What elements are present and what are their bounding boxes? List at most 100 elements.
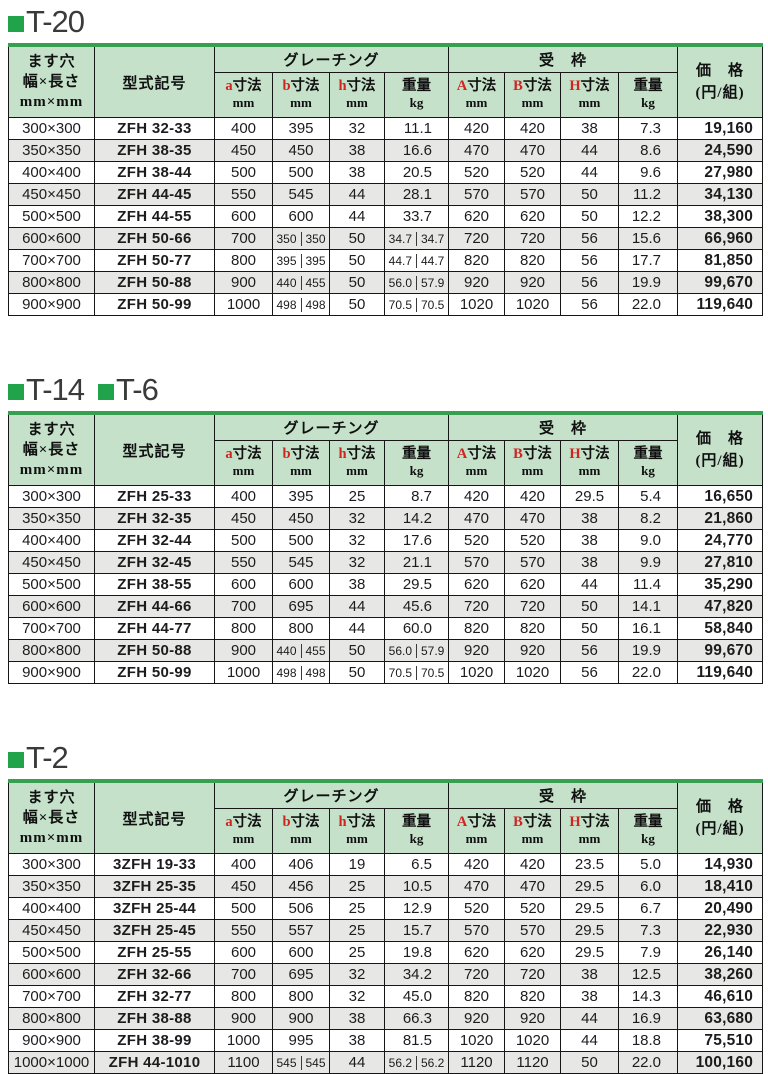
table-cell: 6.5 [383, 853, 450, 876]
table-cell: 7.3 [618, 919, 679, 942]
table-row: 400×400 ZFH 32-44 500 500 32 17.6 520 520 38 9.0 2… [8, 529, 764, 552]
table-cell: 29.5 [560, 941, 620, 964]
table-cell: 99,670 [677, 271, 764, 294]
table-cell: 420 [448, 485, 506, 508]
table-cell: 47,820 [677, 595, 764, 618]
table-cell: 56 [560, 227, 620, 250]
header-row-columns: a寸法 mm b寸法 mm h寸法 mm 重量 kg A寸法 mm B寸法 mm H寸法 mm 重量 kg [9, 808, 763, 854]
table-row: 450×450 ZFH 44-45 550 545 44 28.1 570 570 50 11.2… [8, 183, 764, 206]
table-cell: 700×700 [8, 249, 95, 272]
table-cell: 570 [448, 551, 506, 574]
table-cell-split: 44.7 44.7 [383, 249, 450, 272]
table-cell: ZFH 50-66 [94, 227, 215, 250]
dimension-letter: b [282, 77, 291, 94]
table-cell: 600×600 [8, 227, 95, 250]
table-cell: 695 [272, 963, 330, 986]
table-cell: ZFH 44-45 [94, 183, 215, 206]
green-square-icon [8, 384, 24, 400]
table-cell: 520 [448, 161, 506, 184]
table-cell: 66.3 [383, 1007, 450, 1030]
table-cell: 11.4 [618, 573, 679, 596]
table-cell: 720 [504, 227, 562, 250]
hole-size-header: ます穴 幅×長さ mm×mm [8, 44, 95, 118]
table-cell: 820 [448, 249, 506, 272]
column-header: 重量 kg [618, 72, 679, 118]
column-header: A寸法 mm [448, 72, 506, 118]
table-cell: 44 [329, 617, 385, 640]
table-cell: 8.6 [618, 139, 679, 162]
model-code-header: 型式記号 [94, 44, 215, 118]
table-cell: 620 [504, 573, 562, 596]
table-cell: 470 [504, 139, 562, 162]
grating-group-header: グレーチング [213, 44, 450, 73]
dimension-letter: A [456, 445, 468, 462]
table-cell-split: 70.5 70.5 [383, 661, 450, 684]
table-cell: 32 [329, 551, 385, 574]
table-cell: 22.0 [618, 661, 679, 684]
table-cell: 27,980 [677, 161, 764, 184]
table-cell: 5.4 [618, 485, 679, 508]
table-row: 350×350 ZFH 38-35 450 450 38 16.6 470 470 44 8.6 2… [8, 139, 764, 162]
table-cell: ZFH 32-44 [94, 529, 215, 552]
table-cell: 50 [560, 183, 620, 206]
unit-label: mm [232, 95, 255, 110]
table-cell: ZFH 38-99 [94, 1029, 215, 1052]
table-cell: 9.9 [618, 551, 679, 574]
table-cell-split: 70.5 70.5 [383, 293, 450, 316]
table-cell: 44 [329, 205, 385, 228]
dimension-letter: A [456, 77, 468, 94]
table-row: 900×900 ZFH 50-99 1000 498 498 50 70.5 70.5 1020… [8, 661, 764, 684]
table-cell: 45.0 [383, 985, 450, 1008]
table-cell: 700 [214, 227, 273, 250]
table-cell: 50 [329, 227, 385, 250]
table-cell: 21.1 [383, 551, 450, 574]
hole-size-header: ます穴 幅×長さ mm×mm [8, 780, 95, 854]
column-header: a寸法 mm [214, 808, 273, 854]
table-cell: 545 [272, 551, 330, 574]
table-cell: 470 [448, 875, 506, 898]
unit-label: mm [290, 463, 312, 478]
column-header: H寸法 mm [560, 72, 620, 118]
table-cell: 520 [504, 529, 562, 552]
table-cell: 29.5 [560, 485, 620, 508]
table-cell: 1020 [504, 293, 562, 316]
table-cell: 900×900 [8, 293, 95, 316]
unit-label: mm [578, 831, 601, 846]
table-cell: 56 [560, 249, 620, 272]
table-cell: 1020 [504, 1029, 562, 1052]
table-cell: 8.2 [618, 507, 679, 530]
dimension-letter: a [225, 813, 233, 830]
table-cell-split: 545 545 [272, 1051, 330, 1074]
dimension-letter: B [513, 445, 523, 462]
table-cell: 570 [504, 183, 562, 206]
table-cell-split: 498 498 [272, 661, 330, 684]
unit-label: mm [346, 831, 368, 846]
table-cell: 900 [214, 1007, 273, 1030]
table-cell: 995 [272, 1029, 330, 1052]
table-cell: 38 [560, 551, 620, 574]
header-row-columns: a寸法 mm b寸法 mm h寸法 mm 重量 kg A寸法 mm B寸法 mm H寸法 mm 重量 kg [9, 72, 763, 118]
unit-label: kg [409, 831, 424, 846]
table-cell: 506 [272, 897, 330, 920]
grating-group-header: グレーチング [213, 780, 450, 809]
table-cell: 119,640 [677, 293, 764, 316]
table-cell: 570 [504, 919, 562, 942]
table-cell: 520 [448, 529, 506, 552]
table-cell: 420 [448, 853, 506, 876]
table-cell: ZFH 38-88 [94, 1007, 215, 1030]
table-cell: 920 [448, 1007, 506, 1030]
table-cell: 22.0 [618, 1051, 679, 1074]
table-cell: 420 [504, 485, 562, 508]
table-cell: 19.9 [618, 271, 679, 294]
column-header: A寸法 mm [448, 808, 506, 854]
table-header: ます穴 幅×長さ mm×mm 型式記号 グレーチング受 枠価 格 (円/組) a寸法 mm b寸… [8, 780, 764, 854]
table-cell: 900 [214, 639, 273, 662]
dimension-letter: H [569, 445, 581, 462]
table-cell: 500 [272, 529, 330, 552]
table-cell: 350×350 [8, 507, 95, 530]
table-cell-split: 350 350 [272, 227, 330, 250]
table-cell: 29.5 [560, 919, 620, 942]
table-cell: 620 [504, 205, 562, 228]
table-cell: 11.2 [618, 183, 679, 206]
table-cell: 350×350 [8, 875, 95, 898]
